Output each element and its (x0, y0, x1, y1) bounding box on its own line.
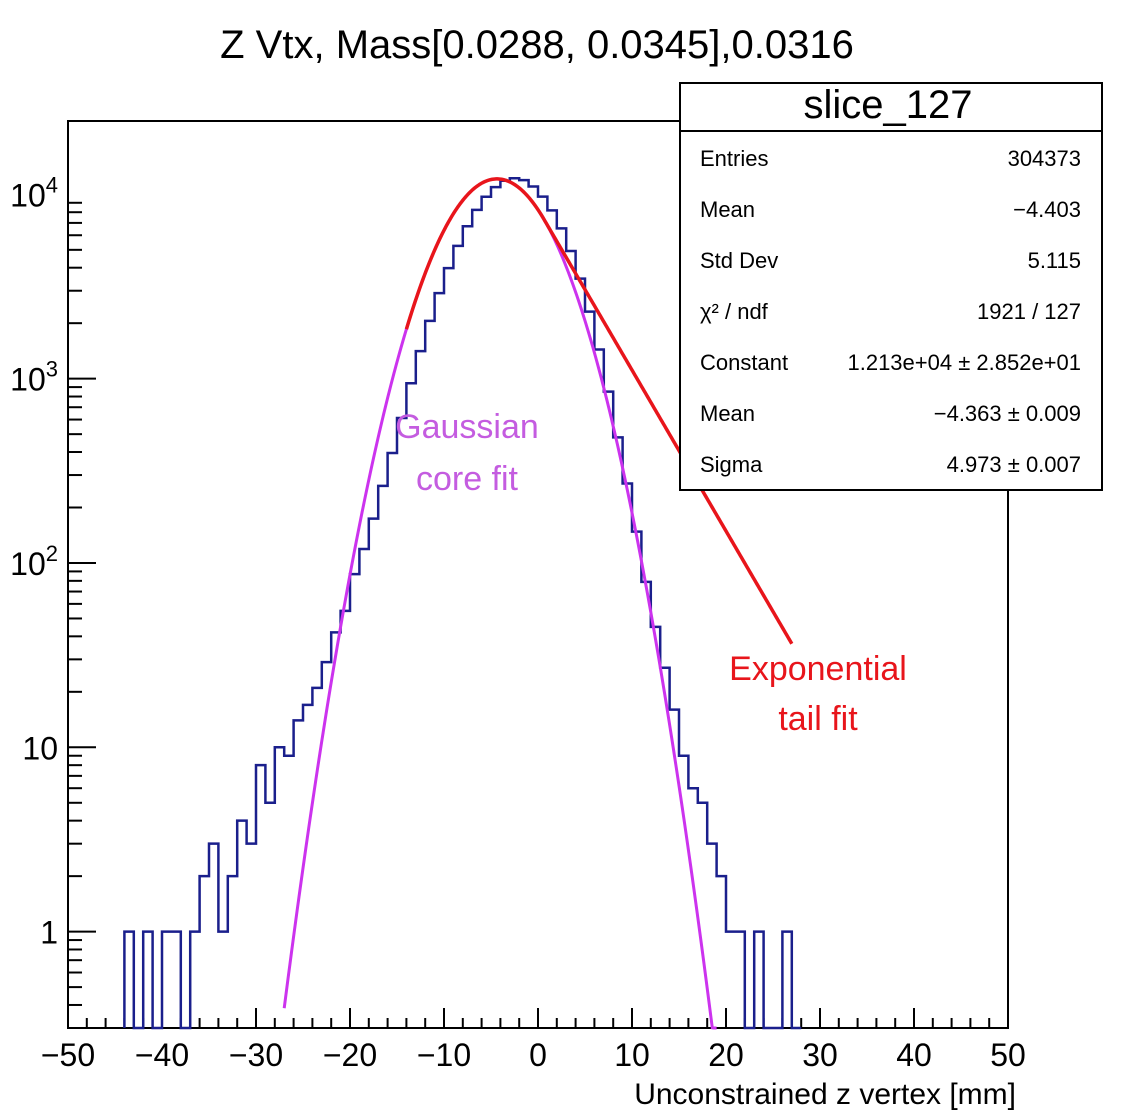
stats-row-label: Std Dev (700, 248, 778, 273)
chart-title: Z Vtx, Mass[0.0288, 0.0345],0.0316 (220, 23, 854, 67)
stats-row-value: 5.115 (1028, 248, 1081, 273)
stats-row-value: 1921 / 127 (977, 299, 1081, 324)
x-tick-label: −10 (417, 1037, 471, 1073)
y-tick-label: 1 (40, 915, 58, 951)
y-tick-label: 104 (10, 172, 58, 213)
stats-box: slice_127 Entries 304373 Mean −4.403 Std Dev… (679, 82, 1103, 491)
x-tick-label: 30 (802, 1037, 838, 1073)
stats-row-label: Constant (700, 350, 788, 375)
exponential-annotation: Exponential tail fit (729, 650, 907, 738)
x-tick-labels: −50 −40 −30 −20 −10 0 10 20 30 40 50 (41, 1037, 1026, 1073)
exponential-annotation-line-1: Exponential (729, 650, 907, 688)
stats-rows: Entries 304373 Mean −4.403 Std Dev 5.115 χ² / … (700, 146, 1081, 477)
exponential-annotation-line-2: tail fit (778, 700, 858, 738)
y-tick-labels: 1 10 102 103 104 (10, 172, 58, 950)
x-tick-label: −20 (323, 1037, 377, 1073)
stats-row-value: −4.403 (1013, 197, 1081, 222)
stats-row-label: χ² / ndf (700, 299, 769, 324)
x-tick-label: 40 (896, 1037, 932, 1073)
stats-row-label: Sigma (700, 452, 763, 477)
x-tick-label: 10 (614, 1037, 650, 1073)
x-tick-label: −50 (41, 1037, 95, 1073)
y-tick-label: 103 (10, 357, 58, 398)
stats-row-label: Mean (700, 401, 755, 426)
plot-area (123, 176, 802, 1030)
x-axis-label: Unconstrained z vertex [mm] (634, 1078, 1016, 1111)
gaussian-annotation-line-1: Gaussian (395, 408, 539, 446)
x-tick-label: −40 (135, 1037, 189, 1073)
gaussian-annotation: Gaussian core fit (395, 408, 539, 498)
y-tick-label: 10 (22, 730, 58, 766)
exponential-tail-fit-curve (404, 177, 794, 645)
stats-row-label: Entries (700, 146, 768, 171)
stats-row-value: 304373 (1008, 146, 1081, 171)
histogram-series (123, 176, 802, 1030)
stats-row-value: 4.973 ± 0.007 (947, 452, 1081, 477)
stats-row-label: Mean (700, 197, 755, 222)
y-tick-label: 102 (10, 541, 58, 582)
x-tick-label: 20 (708, 1037, 744, 1073)
stats-row-value: 1.213e+04 ± 2.852e+01 (847, 350, 1081, 375)
stats-row-value: −4.363 ± 0.009 (934, 401, 1081, 426)
x-tick-label: 0 (529, 1037, 547, 1073)
x-tick-label: 50 (990, 1037, 1026, 1073)
stats-box-title: slice_127 (803, 83, 972, 127)
x-tick-label: −30 (229, 1037, 283, 1073)
gaussian-annotation-line-2: core fit (416, 460, 519, 498)
